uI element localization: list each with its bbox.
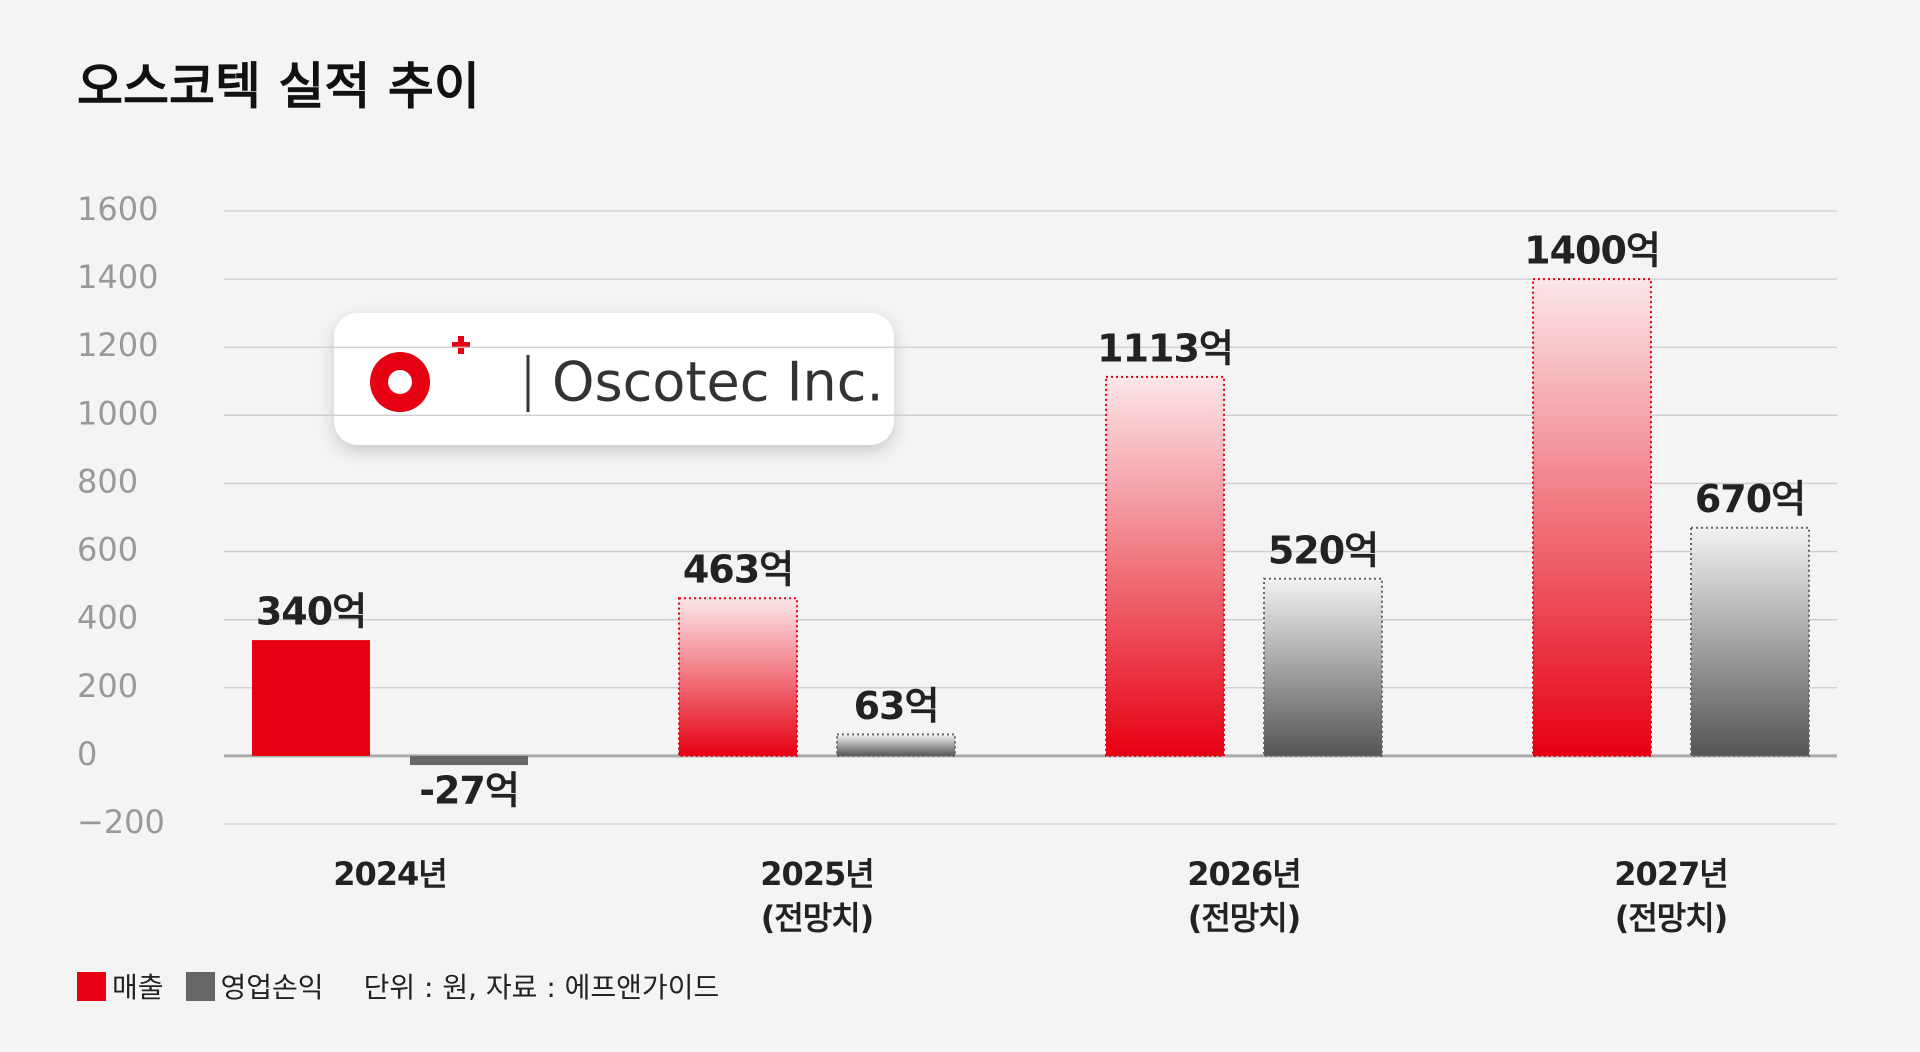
logo: Oscotec Inc. (334, 313, 894, 445)
y-tick-label: −200 (77, 803, 165, 841)
logo-icon (452, 336, 470, 354)
logo-text: Oscotec Inc. (552, 351, 884, 414)
x-tick-label: 2027년 (전망치) (1614, 855, 1729, 937)
y-tick-label: 600 (77, 531, 138, 569)
data-label: 1400억 (1524, 229, 1660, 273)
y-tick-label: 200 (77, 667, 138, 705)
y-tick-label: 400 (77, 599, 138, 637)
source-note: 단위 : 원, 자료 : 에프앤가이드 (363, 971, 720, 1004)
chart-title: 오스코텍 실적 추이 (77, 58, 480, 116)
bar (1532, 278, 1652, 757)
legend-label: 매출 (112, 971, 164, 1004)
y-tick-label: 0 (77, 735, 97, 773)
x-tick-label: 2024년 (333, 855, 448, 893)
data-label: 63억 (854, 684, 939, 728)
bar (1263, 577, 1383, 757)
data-label: 670억 (1695, 477, 1805, 521)
bar (1105, 375, 1225, 757)
logo-box (334, 313, 894, 445)
y-tick-label: 1000 (77, 394, 158, 432)
bar (836, 733, 956, 757)
bar (410, 755, 528, 766)
y-tick-label: 800 (77, 462, 138, 500)
data-label: -27억 (419, 769, 519, 813)
bar (1690, 526, 1810, 757)
data-label: 463억 (683, 548, 793, 592)
y-tick-label: 1200 (77, 326, 158, 364)
bar (252, 640, 370, 756)
x-tick-label: 2025년 (전망치) (760, 855, 875, 937)
x-tick-label: 2026년 (전망치) (1187, 855, 1302, 937)
legend: 매출 영업손익 단위 : 원, 자료 : 에프앤가이드 (77, 970, 719, 1004)
legend-swatch (77, 971, 106, 1001)
data-label: 520억 (1268, 528, 1378, 572)
logo-icon (388, 370, 412, 394)
data-label: 340억 (256, 590, 366, 634)
y-tick-label: 1600 (77, 190, 158, 228)
y-tick-label: 1400 (77, 258, 158, 296)
legend-label: 영업손익 (220, 971, 324, 1004)
bar (678, 597, 798, 757)
legend-swatch (185, 971, 215, 1001)
data-label: 1113억 (1097, 326, 1233, 370)
